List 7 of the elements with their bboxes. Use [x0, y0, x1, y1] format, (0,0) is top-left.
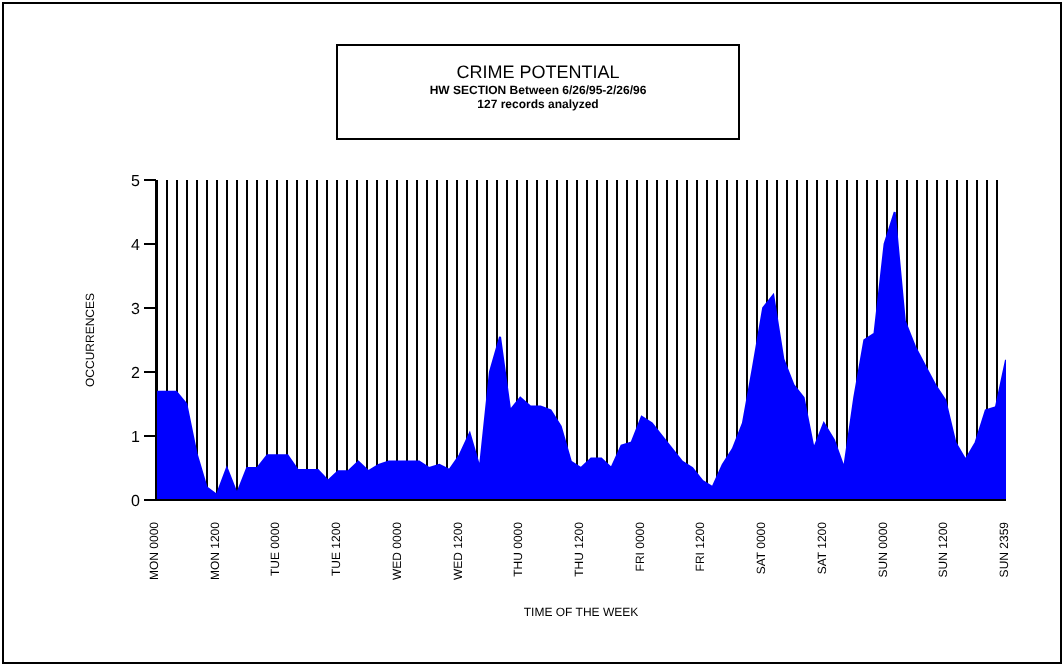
chart-title: CRIME POTENTIAL	[454, 62, 622, 82]
y-tick-label: 3	[131, 299, 142, 318]
y-tick-label: 2	[131, 363, 142, 382]
y-tick-label: 0	[131, 491, 142, 510]
y-tick-label: 4	[131, 235, 142, 254]
y-tick-label: 1	[131, 427, 142, 446]
y-tick-label: 5	[131, 171, 142, 190]
